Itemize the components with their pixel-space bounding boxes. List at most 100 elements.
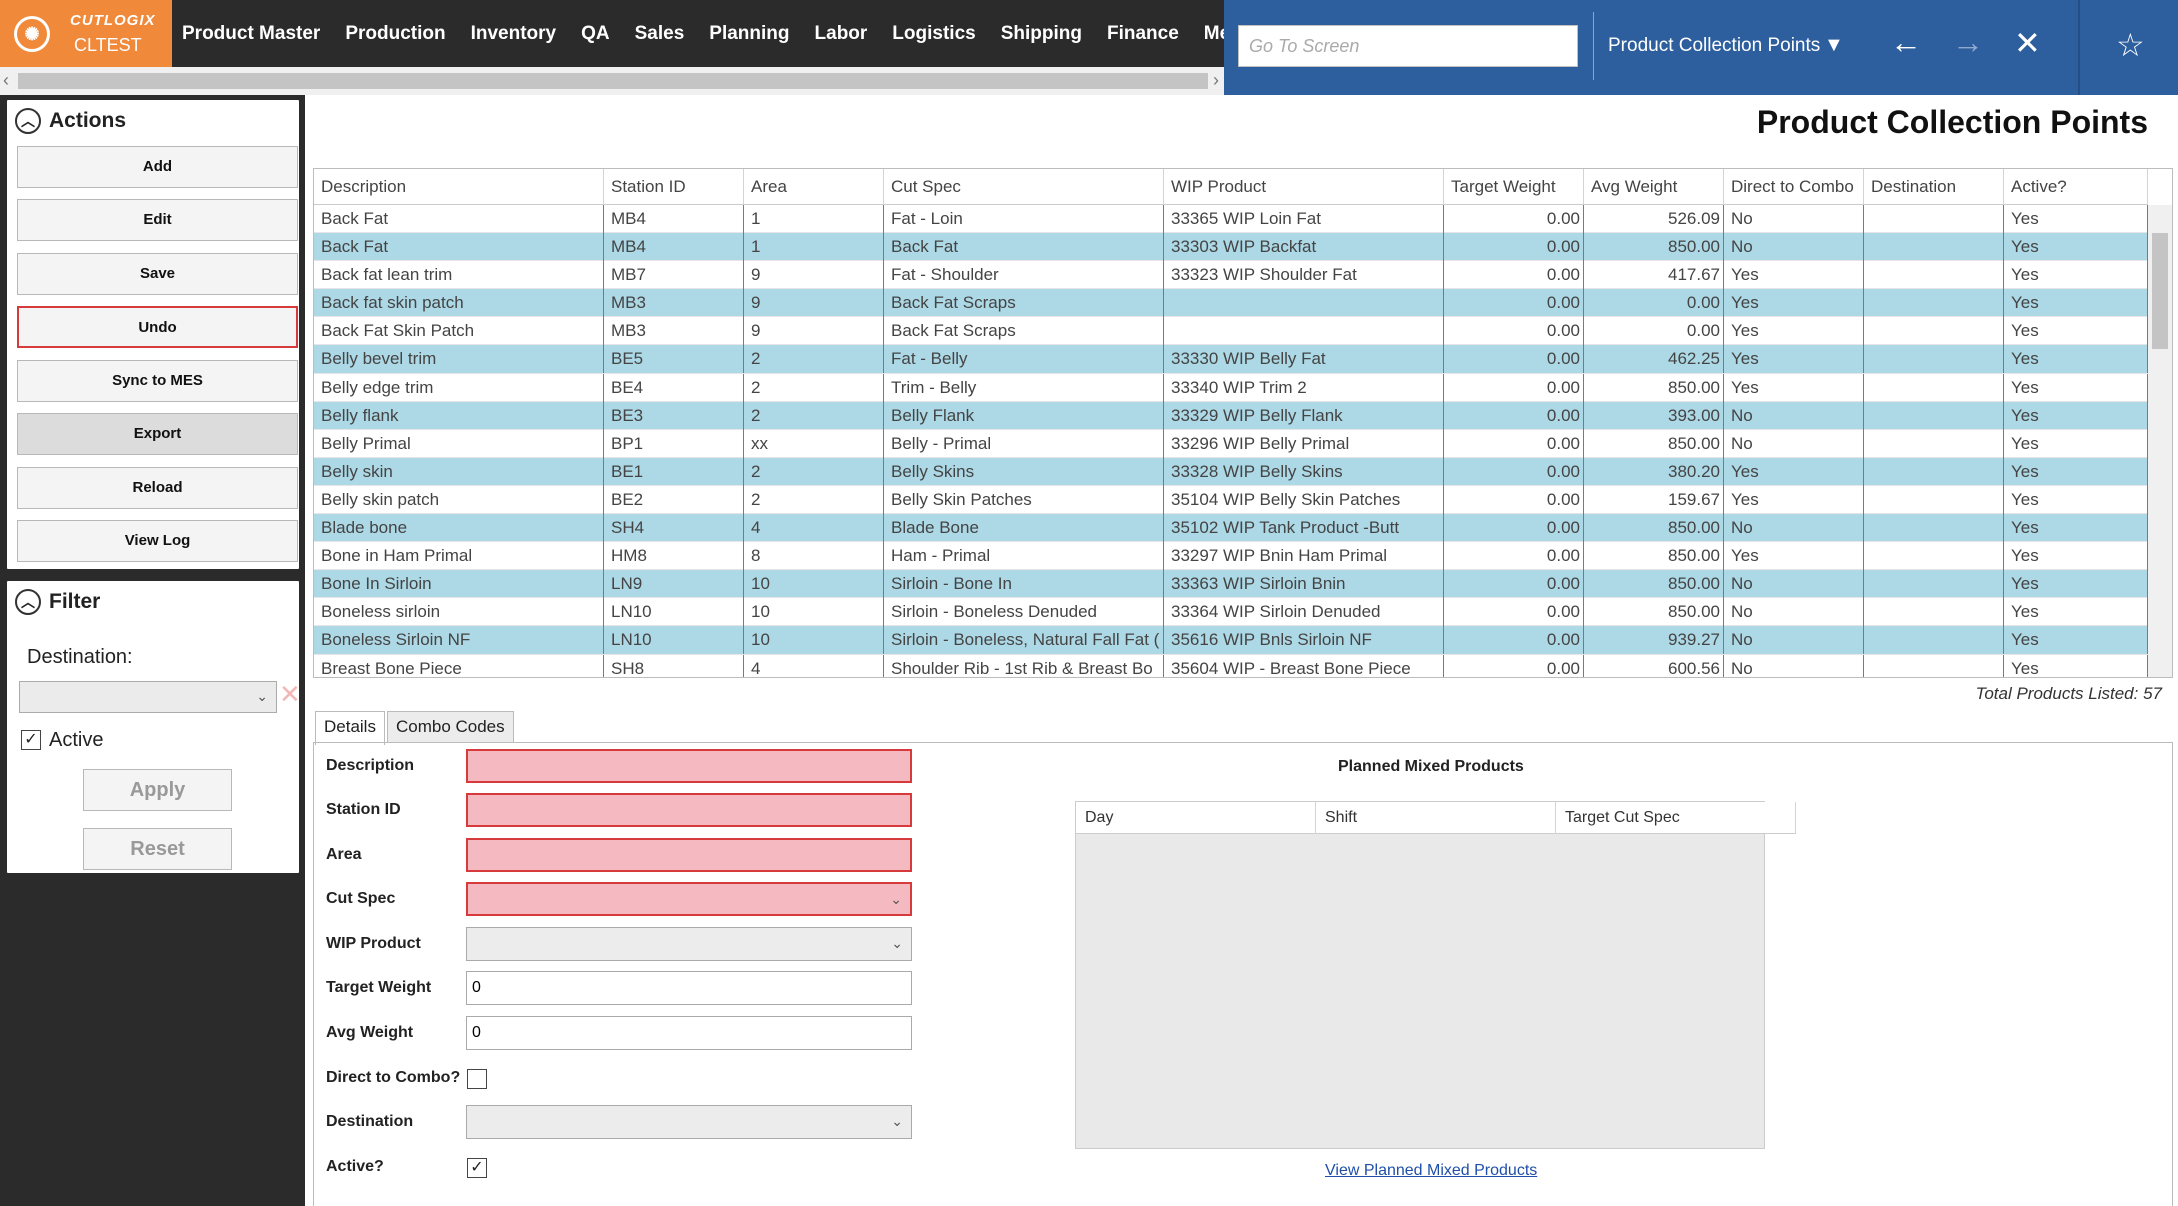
grid-scrollbar[interactable] (2148, 205, 2172, 677)
column-header-target-cut-spec[interactable]: Target Cut Spec (1556, 802, 1796, 834)
column-header-description[interactable]: Description (314, 169, 604, 205)
active-checkbox[interactable]: ✓ (467, 1158, 487, 1178)
menu-item-finance[interactable]: Finance (1106, 22, 1179, 44)
table-row[interactable]: Back Fat MB4 1 Fat - Loin 33365 WIP Loin Fat… (314, 205, 2148, 234)
menu-item-metrics[interactable]: Metrics (1203, 22, 1224, 44)
menu-item-production[interactable]: Production (345, 22, 446, 44)
menu-item-product-master[interactable]: Product Master (182, 22, 321, 44)
menu-item-qa[interactable]: QA (581, 22, 610, 44)
menu-item-planning[interactable]: Planning (709, 22, 790, 44)
edit-button[interactable]: Edit (17, 199, 298, 241)
destination-filter-select[interactable]: ⌄ (19, 681, 277, 713)
filter-header[interactable]: ︿ Filter (15, 589, 100, 615)
reload-button[interactable]: Reload (17, 467, 298, 509)
table-row[interactable]: Belly skin patch BE2 2 Belly Skin Patches 35… (314, 485, 2148, 515)
column-header-target-weight[interactable]: Target Weight (1444, 169, 1584, 205)
scroll-left-icon[interactable]: ‹ (3, 70, 9, 90)
caret-down-icon[interactable]: ▼ (1824, 34, 1844, 56)
menu-item-shipping[interactable]: Shipping (1000, 22, 1082, 44)
table-cell: 4 (744, 654, 884, 677)
table-row[interactable]: Belly bevel trim BE5 2 Fat - Belly 33330 WIP… (314, 345, 2148, 374)
column-header-station-id[interactable]: Station ID (604, 169, 744, 205)
actions-header[interactable]: ︿ Actions (15, 108, 126, 134)
table-cell: 33330 WIP Belly Fat (1164, 345, 1444, 374)
table-cell: Belly Skins (884, 457, 1164, 486)
sync-to-mes-button[interactable]: Sync to MES (17, 360, 298, 402)
menu-item-inventory[interactable]: Inventory (470, 22, 557, 44)
direct-to-combo-checkbox[interactable] (467, 1069, 487, 1089)
column-header-area[interactable]: Area (744, 169, 884, 205)
tab-details[interactable]: Details (315, 711, 385, 745)
menu-item-sales[interactable]: Sales (634, 22, 685, 44)
column-header-avg-weight[interactable]: Avg Weight (1584, 169, 1724, 205)
table-row[interactable]: Back Fat MB4 1 Back Fat 33303 WIP Backfat 0.0… (314, 233, 2148, 262)
column-header-active[interactable]: Active? (2004, 169, 2148, 205)
column-header-shift[interactable]: Shift (1316, 802, 1556, 834)
target-weight-input[interactable] (466, 971, 912, 1005)
tab-combo-codes[interactable]: Combo Codes (386, 711, 514, 743)
table-row[interactable]: Belly Primal BP1 xx Belly - Primal 33296 WIP… (314, 429, 2148, 458)
table-row[interactable]: Back fat lean trim MB7 9 Fat - Shoulder 3332… (314, 261, 2148, 290)
wip-product-select[interactable]: ⌄ (466, 927, 912, 961)
column-header-day[interactable]: Day (1076, 802, 1316, 834)
table-row[interactable]: Belly edge trim BE4 2 Trim - Belly 33340 WIP… (314, 373, 2148, 402)
view-log-button[interactable]: View Log (17, 520, 298, 562)
table-row[interactable]: Boneless Sirloin NF LN10 10 Sirloin - Bonel… (314, 626, 2148, 655)
column-header-wip-product[interactable]: WIP Product (1164, 169, 1444, 205)
destination-select[interactable]: ⌄ (466, 1105, 912, 1139)
description-input[interactable] (466, 749, 912, 783)
table-cell: 0.00 (1444, 317, 1584, 346)
table-row[interactable]: Belly skin BE1 2 Belly Skins 33328 WIP Belly… (314, 457, 2148, 486)
export-button[interactable]: Export (17, 413, 298, 455)
station-id-input[interactable] (466, 793, 912, 827)
table-cell: 9 (744, 289, 884, 318)
table-cell: 2 (744, 345, 884, 374)
app-logo[interactable]: ✺ CUTLOGIX CLTEST (0, 0, 172, 67)
table-cell (1864, 457, 2004, 486)
menu-scrollbar[interactable]: ‹ › (0, 67, 1224, 95)
back-arrow-icon[interactable]: ← (1890, 24, 1922, 60)
view-planned-mixed-products-link[interactable]: View Planned Mixed Products (1325, 1162, 1538, 1179)
table-row[interactable]: Bone In Sirloin LN9 10 Sirloin - Bone In 333… (314, 570, 2148, 599)
table-cell: Yes (2004, 373, 2148, 402)
save-button[interactable]: Save (17, 253, 298, 295)
add-button[interactable]: Add (17, 146, 298, 188)
menu-item-logistics[interactable]: Logistics (892, 22, 976, 44)
table-cell: 1 (744, 205, 884, 233)
column-header-direct-to-combo[interactable]: Direct to Combo (1724, 169, 1864, 205)
table-cell: No (1724, 514, 1864, 543)
scroll-right-icon[interactable]: › (1213, 70, 1219, 90)
table-cell: Bone In Sirloin (314, 570, 604, 599)
area-input[interactable] (466, 838, 912, 872)
collapse-up-icon[interactable]: ︿ (15, 108, 41, 134)
column-header-cut-spec[interactable]: Cut Spec (884, 169, 1164, 205)
table-row[interactable]: Back Fat Skin Patch MB3 9 Back Fat Scraps 0.… (314, 317, 2148, 346)
avg-weight-input[interactable] (466, 1016, 912, 1050)
scrollbar-thumb[interactable] (18, 73, 1208, 89)
collapse-up-icon[interactable]: ︿ (15, 589, 41, 615)
reset-button[interactable]: Reset (83, 828, 232, 870)
go-to-screen-input[interactable] (1238, 25, 1578, 67)
close-icon[interactable]: ✕ (2014, 25, 2041, 61)
clear-filter-icon[interactable]: ✕ (279, 679, 301, 709)
cut-spec-select[interactable]: ⌄ (466, 882, 912, 916)
column-header-destination[interactable]: Destination (1864, 169, 2004, 205)
table-cell: 2 (744, 485, 884, 514)
table-row[interactable]: Bone in Ham Primal HM8 8 Ham - Primal 33297 … (314, 542, 2148, 571)
menu-item-labor[interactable]: Labor (814, 22, 868, 44)
table-row[interactable]: Blade bone SH4 4 Blade Bone 35102 WIP Tank P… (314, 514, 2148, 543)
table-row[interactable]: Back fat skin patch MB3 9 Back Fat Scraps 0.… (314, 289, 2148, 318)
table-row[interactable]: Breast Bone Piece SH8 4 Shoulder Rib - 1st … (314, 654, 2148, 677)
scrollbar-thumb[interactable] (2152, 233, 2168, 349)
undo-button[interactable]: Undo (17, 306, 298, 348)
apply-button[interactable]: Apply (83, 769, 232, 811)
table-cell: Yes (1724, 345, 1864, 374)
active-filter-checkbox[interactable]: ✓ (21, 730, 41, 750)
table-cell: 33364 WIP Sirloin Denuded (1164, 598, 1444, 627)
table-row[interactable]: Boneless sirloin LN10 10 Sirloin - Boneless… (314, 598, 2148, 627)
star-icon[interactable]: ☆ (2116, 27, 2145, 63)
table-row[interactable]: Belly flank BE3 2 Belly Flank 33329 WIP Bell… (314, 401, 2148, 430)
screen-selector[interactable]: Product Collection Points (1608, 35, 1821, 56)
table-cell: MB4 (604, 233, 744, 262)
forward-arrow-icon[interactable]: → (1952, 24, 1984, 60)
